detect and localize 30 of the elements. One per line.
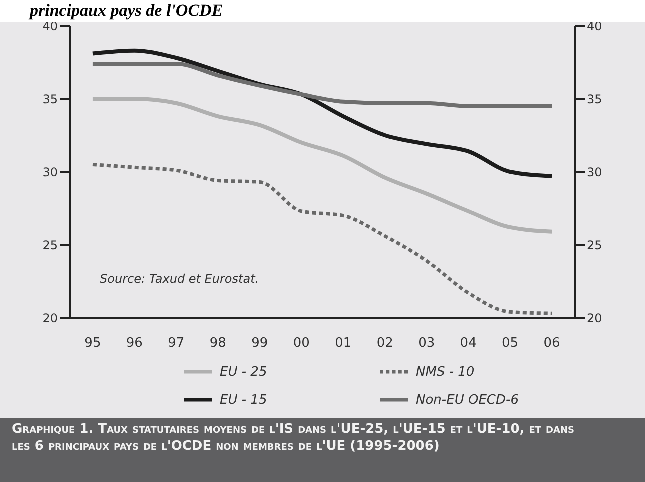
x-tick-label: 02 — [376, 336, 394, 352]
x-tick-label: 95 — [84, 336, 102, 352]
x-tick-label: 06 — [544, 336, 560, 352]
y-tick-label: 25 — [42, 238, 58, 252]
x-tick-label: 98 — [210, 336, 226, 352]
y2-tick-label: 30 — [587, 165, 602, 180]
legend-label: Non-EU OECD-6 — [416, 392, 520, 410]
y-tick-label: 20 — [42, 311, 58, 326]
y2-tick-label: 25 — [587, 238, 602, 252]
line-series — [90, 62, 554, 108]
x-tick-label: 04 — [460, 336, 477, 352]
y-tick-label: 30 — [42, 165, 58, 180]
line-series — [90, 97, 554, 234]
legend-label: NMS - 10 — [416, 364, 476, 382]
x-tick-label: 00 — [293, 336, 310, 352]
legend-label: EU - 15 — [220, 392, 268, 410]
annotation: Source: Taxud et Eurostat. — [100, 272, 260, 286]
x-tick-label: 03 — [418, 336, 436, 352]
y2-tick-label: 20 — [587, 311, 602, 326]
x-tick-label: 01 — [335, 336, 352, 352]
line-series — [91, 162, 554, 316]
x-tick-label: 99 — [252, 336, 268, 352]
legend-label: EU - 25 — [220, 364, 268, 382]
y2-tick-label: 35 — [587, 92, 602, 106]
text: Graphique 1. Taux statutaires moyens de l'IS dans l'UE-25, l'UE-15 et l'UE-10, et dans les 6 principaux pays de l'OCDE non membres de l'UE (1995-2006) — [0, 418, 645, 482]
chart-title: principaux pays de l'OCDE — [30, 1, 224, 20]
x-tick-label: 05 — [502, 336, 519, 352]
x-tick-label: 96 — [126, 336, 143, 352]
x-tick-label: 97 — [168, 336, 185, 352]
y-tick-label: 35 — [42, 92, 58, 106]
